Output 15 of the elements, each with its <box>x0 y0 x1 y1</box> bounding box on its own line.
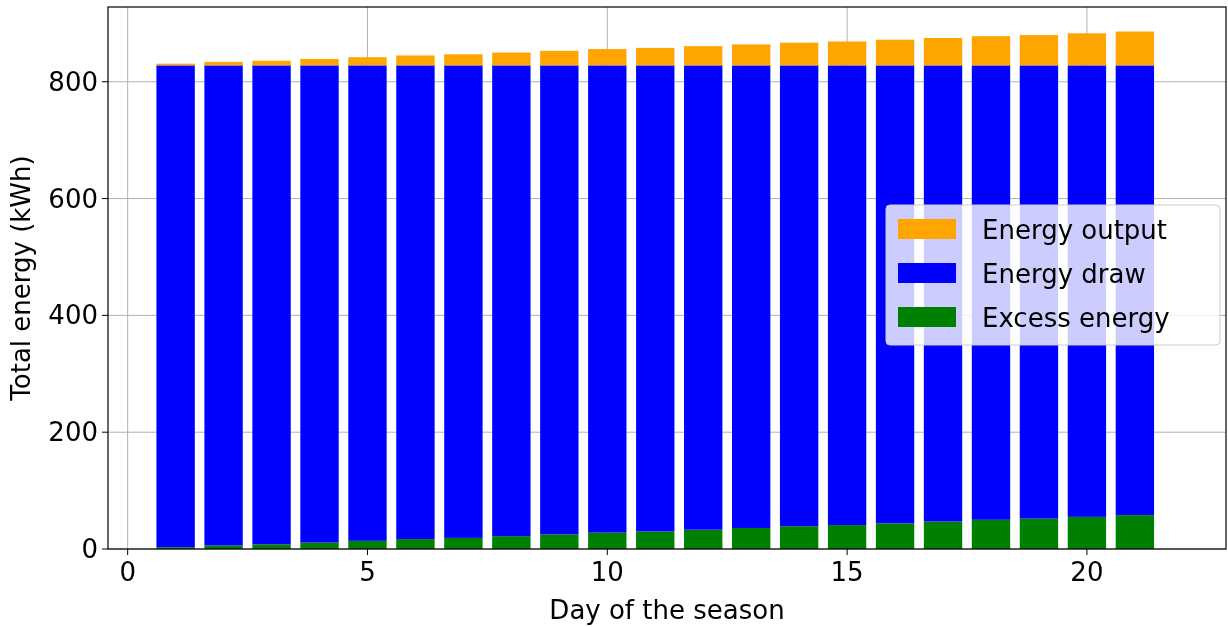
legend-label: Energy output <box>982 215 1168 245</box>
x-tick-label: 0 <box>119 557 136 587</box>
x-tick-label: 15 <box>830 557 864 587</box>
legend-label: Excess energy <box>982 303 1170 333</box>
x-tick-label: 10 <box>590 557 624 587</box>
y-axis-title: Total energy (kWh) <box>6 155 36 402</box>
y-tick-label: 200 <box>48 417 98 448</box>
x-tick-label: 5 <box>359 557 376 587</box>
x-axis-title: Day of the season <box>549 595 785 625</box>
y-tick-label: 400 <box>48 300 98 331</box>
legend-label: Energy draw <box>982 259 1146 289</box>
y-tick-label: 800 <box>48 66 98 97</box>
y-tick-label: 0 <box>81 534 98 564</box>
y-tick-label: 600 <box>48 183 98 214</box>
x-tick-label: 20 <box>1070 557 1104 587</box>
